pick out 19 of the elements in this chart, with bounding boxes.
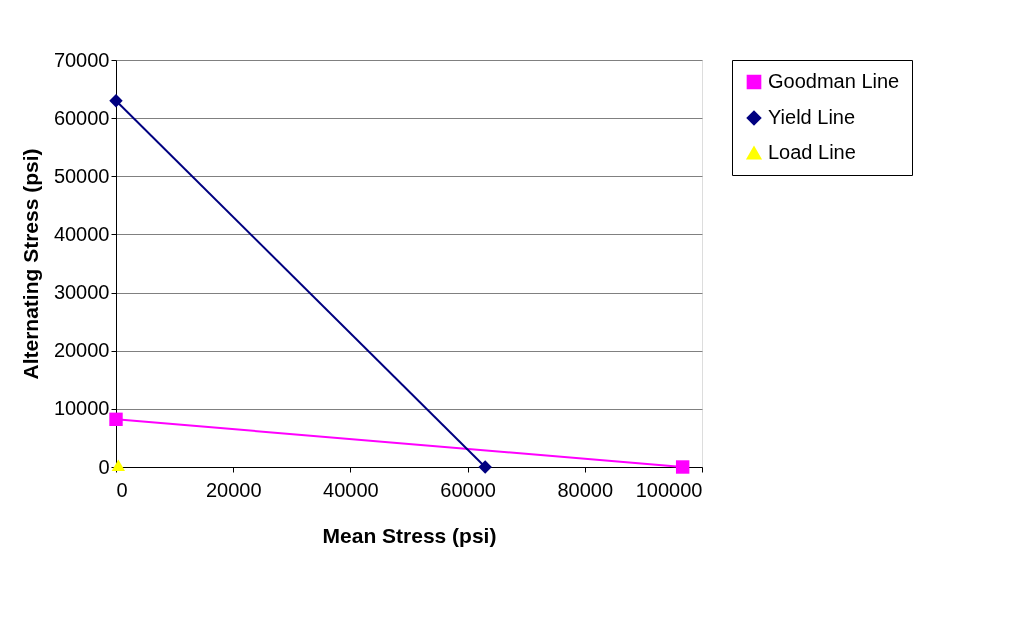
x-tick-label: 80000 — [557, 478, 614, 501]
legend-label: Goodman Line — [768, 70, 900, 92]
y-tick-label: 70000 — [53, 48, 110, 71]
x-tick-label: 40000 — [323, 478, 379, 501]
x-tick-label: 60000 — [440, 478, 496, 501]
legend-label: Yield Line — [768, 106, 856, 128]
x-tick-label: 20000 — [205, 478, 262, 501]
y-axis-title: Alternating Stress (psi) — [18, 148, 42, 380]
x-tick-label: 0 — [116, 478, 128, 501]
y-tick-label: 20000 — [53, 339, 110, 362]
x-axis-title: Mean Stress (psi) — [322, 523, 497, 547]
legend-label: Load Line — [768, 141, 856, 163]
y-tick-label: 40000 — [53, 222, 110, 245]
y-tick-label: 60000 — [53, 106, 110, 129]
y-tick-label: 30000 — [53, 281, 110, 304]
y-tick-label: 10000 — [53, 397, 110, 420]
x-tick-label: 100000 — [635, 478, 703, 501]
y-tick-label: 0 — [98, 455, 110, 478]
y-tick-label: 50000 — [53, 164, 110, 187]
